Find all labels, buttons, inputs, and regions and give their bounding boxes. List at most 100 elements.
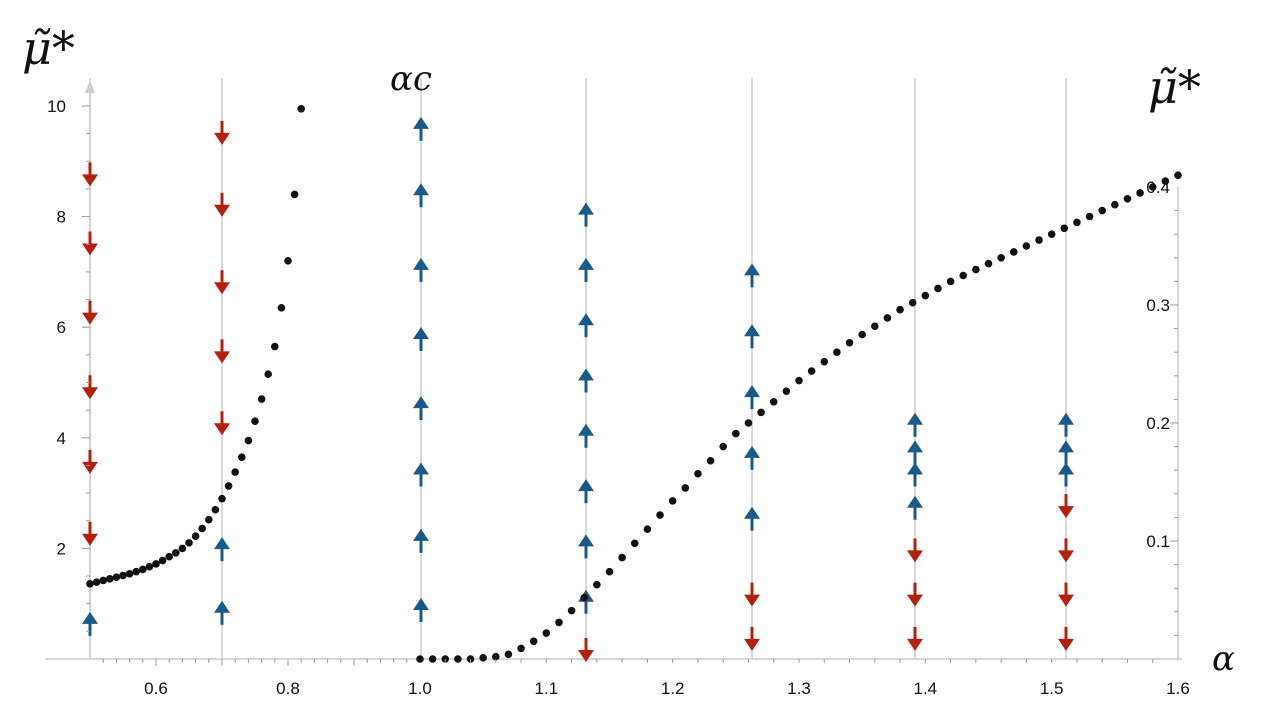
data-point <box>145 562 154 571</box>
down-arrow <box>214 120 230 145</box>
critical-alpha-label: αc <box>390 59 432 99</box>
data-point <box>224 482 233 490</box>
x-tick-label: 1.4 <box>914 679 938 698</box>
data-point <box>871 322 879 331</box>
data-point <box>618 553 626 562</box>
down-arrow <box>82 300 98 325</box>
down-arrow <box>744 626 760 651</box>
data-point <box>492 652 500 661</box>
up-arrow <box>578 257 594 282</box>
data-point <box>112 573 121 581</box>
up-arrow <box>82 611 98 636</box>
data-point <box>593 580 601 589</box>
data-point <box>1047 230 1056 238</box>
up-arrow <box>1058 462 1074 487</box>
data-point <box>257 395 266 403</box>
points-group <box>86 104 1182 663</box>
down-arrow <box>1058 494 1074 519</box>
data-point <box>972 265 980 274</box>
data-point <box>1098 206 1106 215</box>
up-arrow <box>413 597 429 622</box>
up-arrow <box>413 528 429 553</box>
data-point <box>1111 200 1119 209</box>
data-point <box>1073 218 1081 227</box>
data-point <box>1085 212 1094 221</box>
data-point <box>251 417 259 426</box>
x-tick-label: 1.1 <box>535 679 559 698</box>
data-point <box>921 291 930 300</box>
data-point <box>178 544 187 553</box>
data-point <box>1022 242 1031 250</box>
up-arrow <box>578 479 594 504</box>
data-point <box>125 570 134 578</box>
data-point <box>231 468 239 476</box>
up-arrow <box>1058 440 1074 465</box>
data-point <box>479 654 487 662</box>
data-point <box>769 397 778 406</box>
left-y-tick-label: 8 <box>57 208 66 227</box>
data-point <box>694 469 702 478</box>
up-arrow <box>578 202 594 227</box>
data-point <box>158 556 167 565</box>
up-arrow <box>744 324 760 349</box>
data-point <box>185 539 193 547</box>
down-arrow <box>907 626 923 651</box>
data-point <box>277 304 286 312</box>
data-point <box>744 419 753 427</box>
data-point <box>656 511 664 519</box>
data-point <box>218 494 226 503</box>
down-arrow <box>82 231 98 256</box>
data-point <box>782 387 791 395</box>
left-y-tick-label: 6 <box>57 318 66 337</box>
data-point <box>454 655 462 663</box>
up-arrow <box>578 313 594 338</box>
up-arrow <box>214 537 230 562</box>
down-arrow <box>82 521 98 546</box>
left-y-tick-label: 2 <box>57 539 66 558</box>
right-y-tick-label: 0.2 <box>1146 414 1170 433</box>
down-arrow <box>744 582 760 607</box>
x-axis-label: α <box>1212 639 1235 679</box>
data-point <box>244 436 253 445</box>
left-y-tick-label: 10 <box>47 97 66 116</box>
data-point <box>845 338 854 347</box>
up-arrow <box>1058 412 1074 437</box>
up-arrow <box>744 506 760 531</box>
data-point <box>198 524 206 533</box>
right-axis-label: μ̃* <box>1148 60 1201 114</box>
right-y-tick-label: 0.3 <box>1146 296 1170 315</box>
data-point <box>119 571 127 580</box>
up-arrow <box>744 263 760 288</box>
up-arrow <box>578 534 594 559</box>
x-tick-label: 0.8 <box>276 679 300 698</box>
data-point <box>820 357 829 366</box>
data-point <box>152 560 160 568</box>
vector-lines-group <box>89 78 1067 659</box>
data-point <box>165 552 173 561</box>
data-point <box>297 104 306 113</box>
data-point <box>529 637 538 646</box>
axes-group <box>45 80 1182 660</box>
data-point <box>92 578 101 586</box>
x-tick-label: 1.0 <box>408 679 432 698</box>
data-point <box>264 370 273 379</box>
up-arrow <box>413 116 429 141</box>
data-point <box>86 579 94 588</box>
data-point <box>542 629 551 637</box>
up-arrow <box>413 327 429 352</box>
data-point <box>172 549 180 557</box>
down-arrow <box>214 270 230 295</box>
data-point <box>290 190 299 199</box>
data-point <box>1123 195 1132 203</box>
down-arrow <box>907 538 923 563</box>
data-point <box>1060 224 1069 233</box>
data-point <box>555 618 563 627</box>
data-point <box>719 442 727 451</box>
data-point <box>984 259 993 268</box>
data-point <box>643 525 652 533</box>
down-arrow <box>82 162 98 187</box>
data-point <box>504 650 513 659</box>
data-point <box>1148 183 1157 191</box>
data-point <box>132 567 140 576</box>
